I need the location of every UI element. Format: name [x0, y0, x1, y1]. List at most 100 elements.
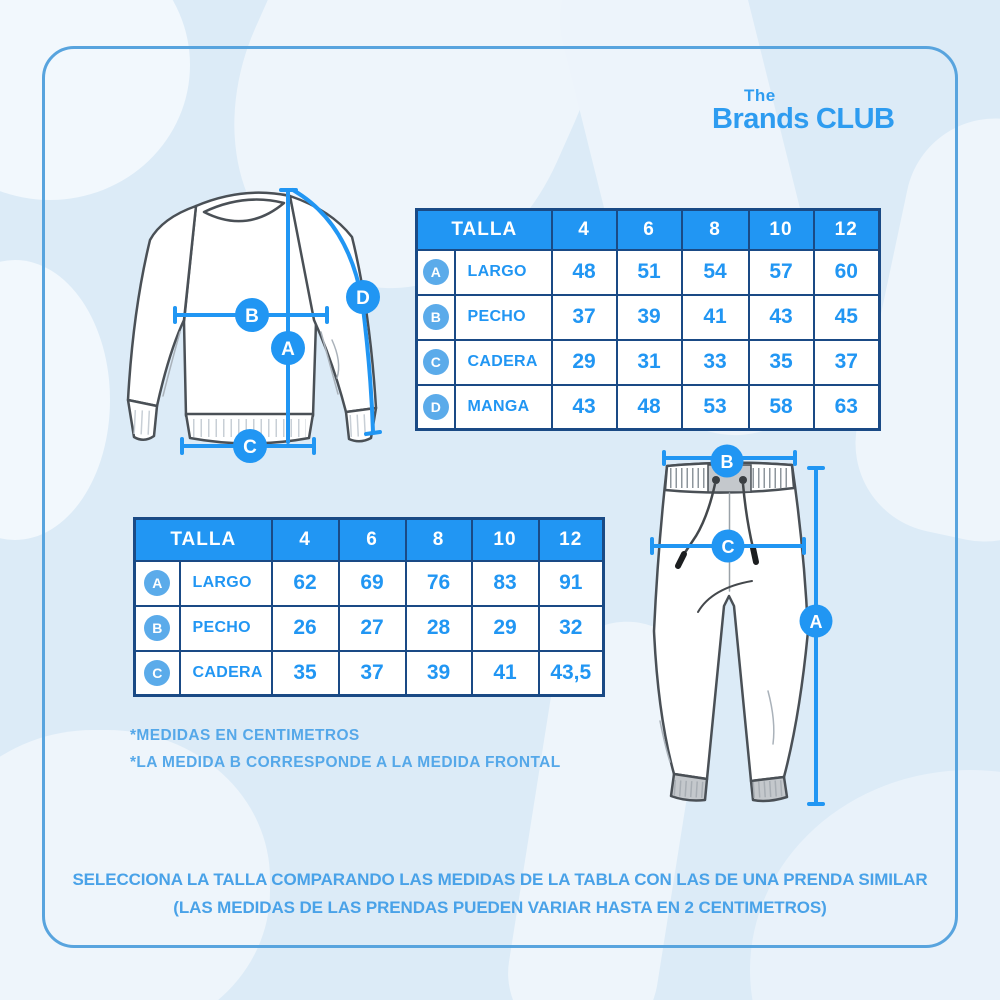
- size-value: 48: [550, 248, 618, 296]
- size-column-header: 10: [470, 517, 540, 562]
- note-centimeters: *MEDIDAS EN CENTIMETROS: [130, 727, 360, 744]
- pants-diagram: B C A: [650, 444, 833, 806]
- size-value: 35: [747, 338, 815, 386]
- size-value: 37: [550, 293, 618, 341]
- measure-badge-b: B: [721, 452, 734, 472]
- size-value: 91: [537, 559, 605, 607]
- size-value: 35: [270, 649, 340, 697]
- size-value: 41: [470, 649, 540, 697]
- size-value: 32: [537, 604, 605, 652]
- size-column-header: 4: [550, 208, 618, 251]
- marker-cell: A: [415, 248, 456, 296]
- size-value: 37: [337, 649, 407, 697]
- size-value: 29: [470, 604, 540, 652]
- size-value: 62: [270, 559, 340, 607]
- measure-label: CADERA: [453, 338, 553, 386]
- row-marker-badge: C: [144, 659, 171, 686]
- measure-row: D MANGA 43 48 53 58 63: [415, 383, 881, 431]
- size-column-header: 4: [270, 517, 340, 562]
- size-value: 37: [812, 338, 881, 386]
- size-value: 58: [747, 383, 815, 431]
- size-column-header: 8: [680, 208, 750, 251]
- measure-label: LARGO: [453, 248, 553, 296]
- marker-cell: D: [415, 383, 456, 431]
- size-column-header: 6: [337, 517, 407, 562]
- brand-logo: The Brands CLUB: [712, 86, 922, 136]
- measure-label: CADERA: [178, 649, 273, 697]
- sweater-right-sleeve: [288, 194, 378, 414]
- marker-cell: A: [133, 559, 181, 607]
- size-value: 27: [337, 604, 407, 652]
- pants-size-table: TALLA 4 6 8 10 12 A LARGO 62 69 76 83 91 B PECHO 26 27 28…: [133, 517, 605, 697]
- sweater-collar: [202, 198, 286, 223]
- size-value: 76: [404, 559, 473, 607]
- size-value: 57: [747, 248, 815, 296]
- size-column-header: 12: [537, 517, 605, 562]
- marker-cell: B: [415, 293, 456, 341]
- measure-row: A LARGO 62 69 76 83 91: [133, 559, 605, 607]
- row-marker-badge: A: [422, 259, 449, 285]
- size-value: 48: [615, 383, 683, 431]
- rounded-frame: [42, 46, 958, 948]
- measure-label: PECHO: [453, 293, 553, 341]
- size-value: 54: [680, 248, 750, 296]
- size-value: 33: [680, 338, 750, 386]
- measure-badge-c: C: [722, 537, 735, 557]
- size-value: 45: [812, 293, 881, 341]
- measurement-notes: *MEDIDAS EN CENTIMETROS *LA MEDIDA B COR…: [130, 722, 561, 776]
- size-value: 39: [404, 649, 473, 697]
- pants-body: [652, 461, 810, 783]
- size-column-header: 6: [615, 208, 683, 251]
- logo-club: CLUB: [815, 103, 895, 135]
- measure-label: LARGO: [178, 559, 273, 607]
- sweater-left-sleeve: [126, 204, 198, 408]
- logo-main: Brands CLUB: [712, 103, 922, 136]
- measure-label: MANGA: [453, 383, 553, 431]
- size-value: 83: [470, 559, 540, 607]
- marker-cell: C: [133, 649, 181, 697]
- size-value: 43: [550, 383, 618, 431]
- size-column-header: 12: [812, 208, 881, 251]
- measure-row: C CADERA 29 31 33 35 37: [415, 338, 881, 386]
- size-value: 28: [404, 604, 473, 652]
- size-table-title: TALLA: [415, 208, 553, 251]
- logo-brands: Brands: [712, 103, 809, 135]
- sweater-measure-badges: A B C D: [233, 280, 380, 463]
- size-value: 43,5: [537, 649, 605, 697]
- size-table-title: TALLA: [133, 517, 273, 562]
- measure-badge-a: A: [281, 339, 295, 360]
- footer-line-1: SELECCIONA LA TALLA COMPARANDO LAS MEDID…: [72, 870, 928, 889]
- measure-row: B PECHO 37 39 41 43 45: [415, 293, 881, 341]
- measure-row: C CADERA 35 37 39 41 43,5: [133, 649, 605, 697]
- row-marker-badge: B: [422, 304, 449, 330]
- size-value: 39: [615, 293, 683, 341]
- measure-badge-d: D: [356, 288, 370, 309]
- measure-badge-b: B: [245, 306, 259, 327]
- size-value: 69: [337, 559, 407, 607]
- pants-measure-badges: B C A: [710, 444, 833, 638]
- row-marker-badge: A: [144, 570, 171, 596]
- row-marker-badge: C: [422, 349, 449, 375]
- marker-cell: B: [133, 604, 181, 652]
- size-column-header: 8: [404, 517, 473, 562]
- measure-label: PECHO: [178, 604, 273, 652]
- footer-instructions: SELECCIONA LA TALLA COMPARANDO LAS MEDID…: [0, 866, 1000, 922]
- size-value: 60: [812, 248, 881, 296]
- sweater-diagram: A B C D: [126, 188, 382, 463]
- size-value: 43: [747, 293, 815, 341]
- measure-row: B PECHO 26 27 28 29 32: [133, 604, 605, 652]
- size-column-header: 10: [747, 208, 815, 251]
- size-value: 41: [680, 293, 750, 341]
- size-value: 29: [550, 338, 618, 386]
- row-marker-badge: B: [144, 615, 171, 641]
- sweater-size-table: TALLA 4 6 8 10 12 A LARGO 48 51 54 57 60 B PECHO 37 39 41…: [415, 208, 881, 431]
- logo-the: The: [744, 86, 776, 105]
- size-value: 53: [680, 383, 750, 431]
- size-value: 26: [270, 604, 340, 652]
- measure-row: A LARGO 48 51 54 57 60: [415, 248, 881, 296]
- note-frontal-measure: *LA MEDIDA B CORRESPONDE A LA MEDIDA FRO…: [130, 754, 561, 771]
- footer-line-2: (LAS MEDIDAS DE LAS PRENDAS PUEDEN VARIA…: [173, 898, 827, 917]
- size-value: 63: [812, 383, 881, 431]
- marker-cell: C: [415, 338, 456, 386]
